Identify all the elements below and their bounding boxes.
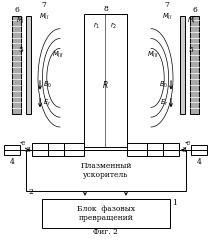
Text: $M_{III}$: $M_{III}$ bbox=[52, 50, 64, 60]
Text: 4: 4 bbox=[197, 158, 202, 166]
Bar bbox=[48, 143, 64, 156]
Text: N: N bbox=[71, 146, 77, 154]
Bar bbox=[4, 145, 20, 155]
Text: $M_{II}$: $M_{II}$ bbox=[162, 12, 172, 22]
Text: 6: 6 bbox=[14, 6, 19, 14]
Text: $R$: $R$ bbox=[102, 79, 109, 90]
Text: I: I bbox=[154, 146, 156, 155]
Text: 8: 8 bbox=[103, 5, 108, 13]
Text: $B_0$: $B_0$ bbox=[43, 80, 52, 90]
Bar bbox=[191, 145, 207, 155]
Text: $E_r$: $E_r$ bbox=[43, 97, 51, 108]
Text: 7: 7 bbox=[42, 1, 46, 9]
Text: $E_r$: $E_r$ bbox=[160, 97, 168, 108]
Bar bbox=[32, 143, 48, 156]
Text: $M_I$: $M_I$ bbox=[16, 16, 24, 26]
Text: Блок  фазовых
превращений: Блок фазовых превращений bbox=[77, 205, 135, 222]
Bar bbox=[163, 143, 179, 156]
Text: Bг: Bг bbox=[52, 146, 60, 154]
Text: $r_1$: $r_1$ bbox=[93, 21, 100, 31]
Text: 2: 2 bbox=[28, 188, 33, 196]
Text: $M_{III}$: $M_{III}$ bbox=[147, 50, 159, 60]
Text: N: N bbox=[134, 146, 140, 154]
Text: 3: 3 bbox=[181, 146, 186, 154]
Text: S: S bbox=[172, 146, 176, 154]
Text: 4: 4 bbox=[9, 158, 14, 166]
Text: S: S bbox=[35, 146, 39, 154]
Text: 7: 7 bbox=[165, 1, 169, 9]
Text: 3: 3 bbox=[25, 146, 30, 154]
Text: 5: 5 bbox=[188, 46, 193, 54]
Text: 6: 6 bbox=[192, 6, 197, 14]
Text: $M_I$: $M_I$ bbox=[187, 16, 195, 26]
Bar bbox=[12, 16, 21, 114]
Bar bbox=[127, 143, 147, 156]
Text: -e: -e bbox=[20, 139, 26, 147]
Bar bbox=[26, 150, 186, 191]
Bar bbox=[84, 14, 127, 147]
Text: Bг: Bг bbox=[151, 146, 159, 154]
Bar bbox=[190, 16, 199, 114]
Text: 5: 5 bbox=[18, 46, 23, 54]
Text: 1: 1 bbox=[172, 199, 177, 207]
Bar bbox=[26, 16, 31, 114]
Text: $r_2$: $r_2$ bbox=[111, 21, 118, 31]
Bar bbox=[180, 16, 185, 114]
Text: I: I bbox=[55, 146, 57, 155]
Text: $M_{II}$: $M_{II}$ bbox=[39, 12, 49, 22]
Text: -e: -e bbox=[185, 139, 191, 147]
Text: $B_0$: $B_0$ bbox=[159, 80, 168, 90]
Bar bbox=[42, 199, 170, 228]
Bar bbox=[147, 143, 163, 156]
Text: Фиг. 2: Фиг. 2 bbox=[93, 228, 118, 236]
Bar bbox=[64, 143, 84, 156]
Text: Плазменный
ускоритель: Плазменный ускоритель bbox=[80, 162, 132, 179]
